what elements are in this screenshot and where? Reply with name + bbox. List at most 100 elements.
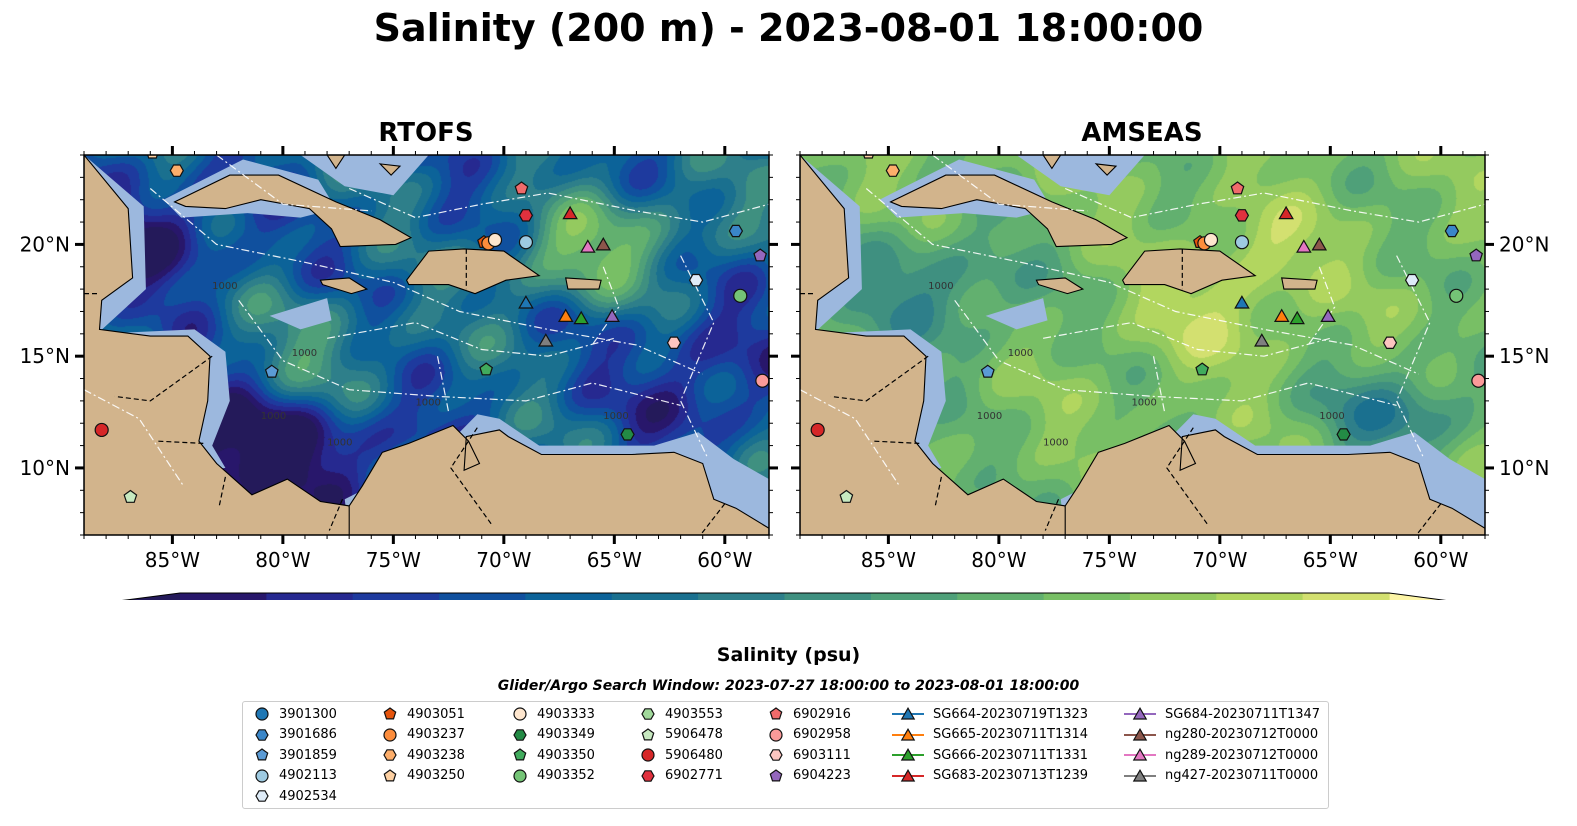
lon-tick-label: 60°W <box>697 548 752 572</box>
maps-layer: 1000 1000 1000 1000 1000 1000 85°W 80°W 75°W 70°W… <box>20 146 1549 600</box>
legend-label: SG666-20230711T1331 <box>933 747 1089 763</box>
lat-tick-label: 20°N <box>20 232 70 256</box>
land-cuba <box>173 174 413 248</box>
legend-entry: SG684-20230711T1347 <box>1123 704 1320 725</box>
obs-marker-ng427-20230711T0000 <box>1254 333 1270 347</box>
land-bahamasA <box>1042 155 1062 170</box>
country-border <box>1044 498 1060 531</box>
land-bahamasA <box>326 155 346 170</box>
hexagon-marker-icon <box>513 728 527 741</box>
obs-marker-SG684-20230711T1347 <box>1320 308 1336 322</box>
legend-column: SG664-20230719T1323 SG665-20230711T1314 SG… <box>891 704 1088 786</box>
colorbar-bin <box>439 593 527 600</box>
eez-boundary <box>954 299 1397 406</box>
pentagon-marker-icon <box>769 707 783 720</box>
legend-entry: 4903553 <box>639 704 723 725</box>
obs-marker-5906478 <box>839 489 854 503</box>
land-bahamasB <box>378 163 402 176</box>
eez-boundary <box>1042 321 1331 357</box>
legend-entry: ng289-20230712T0000 <box>1123 745 1320 766</box>
obs-marker-4903352 <box>1449 288 1464 303</box>
lon-tick-label: 75°W <box>1082 548 1137 572</box>
obs-marker-6903111 <box>1382 336 1398 349</box>
hexagon-marker-icon <box>641 708 655 721</box>
obs-marker-3901686 <box>728 224 744 238</box>
legend-entry: 4903352 <box>511 766 595 787</box>
pentagon-marker-icon <box>769 769 783 782</box>
legend-entry: 4903237 <box>381 725 465 746</box>
colorbar-bin <box>180 593 267 600</box>
legend-entry: 3901859 <box>253 745 337 766</box>
land-cuba <box>889 174 1129 248</box>
obs-marker-4903238 <box>169 164 184 177</box>
legend-label: 6903111 <box>793 747 851 763</box>
legend-entry: 6904223 <box>767 766 851 787</box>
country-border <box>830 355 929 402</box>
hexagon-marker-icon <box>769 749 783 762</box>
isobath-label: 1000 <box>928 281 953 292</box>
land-southAmerica <box>1064 424 1485 535</box>
legend-label: 3901859 <box>279 747 337 763</box>
lon-tick-label: 65°W <box>587 548 642 572</box>
legend-label: 6902958 <box>793 727 851 743</box>
legend-entry: 3901300 <box>253 704 337 725</box>
land-southAmerica <box>348 424 769 535</box>
legend-label: 4903333 <box>537 706 595 722</box>
legend: 3901300 3901686 3901859 4902113 4902534 49030… <box>242 701 1329 809</box>
isobath-label: 1000 <box>415 397 440 408</box>
shelf-area <box>985 298 1048 330</box>
eez-boundary <box>216 155 372 212</box>
lat-tick-label: 20°N <box>1499 232 1549 256</box>
triangle-marker-icon <box>1124 768 1156 782</box>
legend-entry: 6902771 <box>639 766 723 787</box>
isobath-label: 1000 <box>261 411 286 422</box>
isobath-label: 1000 <box>603 411 628 422</box>
lat-tick-label: 15°N <box>20 344 70 368</box>
pentagon-marker-icon <box>383 769 397 782</box>
obs-marker-6902958 <box>755 373 769 388</box>
triangle-marker-icon <box>892 748 924 761</box>
land-hispaniola <box>1121 248 1257 295</box>
obs-marker-4903250 <box>863 155 874 159</box>
eez-boundary <box>865 188 1419 375</box>
isobath-label: 1000 <box>1131 397 1156 408</box>
triangle-marker-icon <box>892 707 924 720</box>
country-border <box>700 503 726 535</box>
colorbar-bin <box>352 593 440 600</box>
country-border <box>450 427 494 527</box>
lon-tick-label: 85°W <box>861 548 916 572</box>
obs-marker-4903333 <box>1203 232 1219 248</box>
legend-label: 4903349 <box>537 727 595 743</box>
hexagon-marker-icon <box>383 749 397 762</box>
obs-marker-4903250 <box>147 155 158 159</box>
lat-tick-label: 15°N <box>1499 344 1549 368</box>
search-window-text: Glider/Argo Search Window: 2023-07-27 18… <box>497 678 1080 694</box>
legend-entry: 3901686 <box>253 725 337 746</box>
legend-label: SG664-20230719T1323 <box>933 706 1089 722</box>
isobath-label: 1000 <box>327 438 352 449</box>
obs-marker-SG683-20230713T1239 <box>562 205 578 220</box>
obs-marker-4903349 <box>620 428 635 441</box>
country-border <box>1166 427 1210 527</box>
lat-tick-label: 10°N <box>20 456 70 480</box>
legend-label: 4903250 <box>407 768 465 784</box>
legend-label: 4903237 <box>407 727 465 743</box>
lon-tick-label: 65°W <box>1303 548 1358 572</box>
legend-column: 4903333 4903349 4903350 4903352 <box>511 704 595 786</box>
legend-label: 4902534 <box>279 788 337 804</box>
obs-marker-5906480 <box>810 422 825 438</box>
hexagon-marker-icon <box>255 790 269 803</box>
legend-label: ng280-20230712T0000 <box>1165 727 1319 743</box>
obs-marker-ng427-20230711T0000 <box>538 333 554 347</box>
legend-entry: 4902113 <box>253 766 337 787</box>
eez-boundary <box>1152 356 1166 413</box>
obs-marker-4902113 <box>1234 235 1250 250</box>
colorbar-bin <box>957 593 1045 600</box>
obs-marker-SG684-20230711T1347 <box>604 308 620 322</box>
legend-entry: SG666-20230711T1331 <box>891 745 1088 766</box>
obs-marker-6902958 <box>1471 373 1485 388</box>
obs-marker-ng289-20230712T0000 <box>580 239 596 253</box>
obs-marker-SG664-20230719T1323 <box>1234 295 1250 309</box>
legend-label: 3901300 <box>279 706 337 722</box>
obs-marker-3901859 <box>264 364 279 378</box>
